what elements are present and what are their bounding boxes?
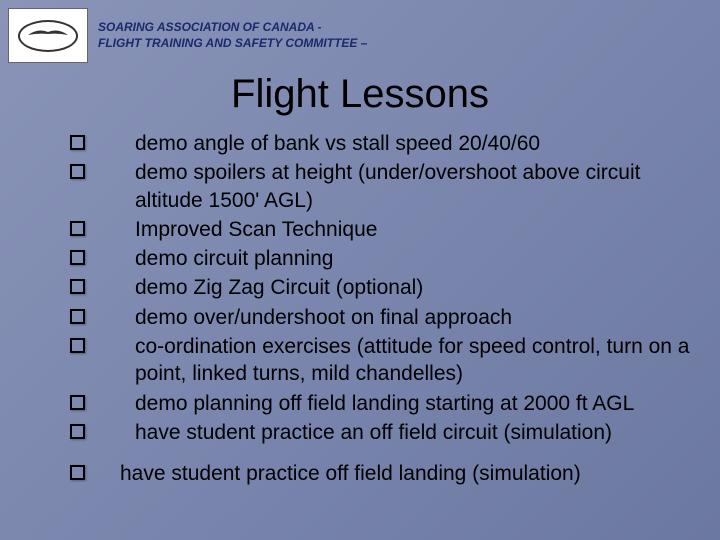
org-logo [8, 8, 88, 63]
checkbox-bullet-icon [70, 424, 85, 439]
list-item: co-ordination exercises (attitude for sp… [70, 333, 690, 388]
list-item: demo over/undershoot on final approach [70, 304, 690, 331]
item-text: demo planning off field landing starting… [135, 390, 634, 417]
list-item: demo circuit planning [70, 245, 690, 272]
item-text: Improved Scan Technique [135, 216, 377, 243]
list-item: have student practice off field landing … [70, 460, 690, 487]
checkbox-bullet-icon [70, 250, 85, 265]
org-name: SOARING ASSOCIATION OF CANADA - FLIGHT T… [98, 20, 367, 51]
org-line1: SOARING ASSOCIATION OF CANADA - [98, 20, 367, 36]
slide-title: Flight Lessons [0, 72, 720, 117]
slide-header: SOARING ASSOCIATION OF CANADA - FLIGHT T… [8, 8, 367, 63]
item-text: co-ordination exercises (attitude for sp… [135, 333, 690, 388]
checkbox-bullet-icon [70, 465, 85, 480]
checkbox-bullet-icon [70, 135, 85, 150]
list-item: Improved Scan Technique [70, 216, 690, 243]
checkbox-bullet-icon [70, 279, 85, 294]
checkbox-bullet-icon [70, 221, 85, 236]
bird-icon [28, 28, 68, 38]
item-text: demo angle of bank vs stall speed 20/40/… [135, 130, 540, 157]
checkbox-bullet-icon [70, 309, 85, 324]
item-text: have student practice off field landing … [120, 460, 581, 487]
checkbox-bullet-icon [70, 164, 85, 179]
checkbox-bullet-icon [70, 338, 85, 353]
item-text: demo spoilers at height (under/overshoot… [135, 159, 690, 214]
item-text: demo circuit planning [135, 245, 333, 272]
checkbox-bullet-icon [70, 395, 85, 410]
list-item: demo planning off field landing starting… [70, 390, 690, 417]
item-text: demo over/undershoot on final approach [135, 304, 512, 331]
list-item: demo angle of bank vs stall speed 20/40/… [70, 130, 690, 157]
org-line2: FLIGHT TRAINING AND SAFETY COMMITTEE – [98, 36, 367, 52]
item-text: have student practice an off field circu… [135, 419, 612, 446]
list-item: demo spoilers at height (under/overshoot… [70, 159, 690, 214]
item-text: demo Zig Zag Circuit (optional) [135, 274, 423, 301]
lesson-list: demo angle of bank vs stall speed 20/40/… [70, 130, 690, 490]
list-item: have student practice an off field circu… [70, 419, 690, 446]
list-item: demo Zig Zag Circuit (optional) [70, 274, 690, 301]
